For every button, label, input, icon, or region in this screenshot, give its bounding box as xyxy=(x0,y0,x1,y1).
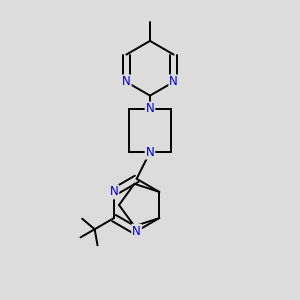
Text: N: N xyxy=(169,75,178,88)
Text: N: N xyxy=(122,75,131,88)
Text: N: N xyxy=(146,146,154,159)
Text: N: N xyxy=(110,185,118,198)
Text: N: N xyxy=(146,103,154,116)
Text: N: N xyxy=(132,225,141,238)
